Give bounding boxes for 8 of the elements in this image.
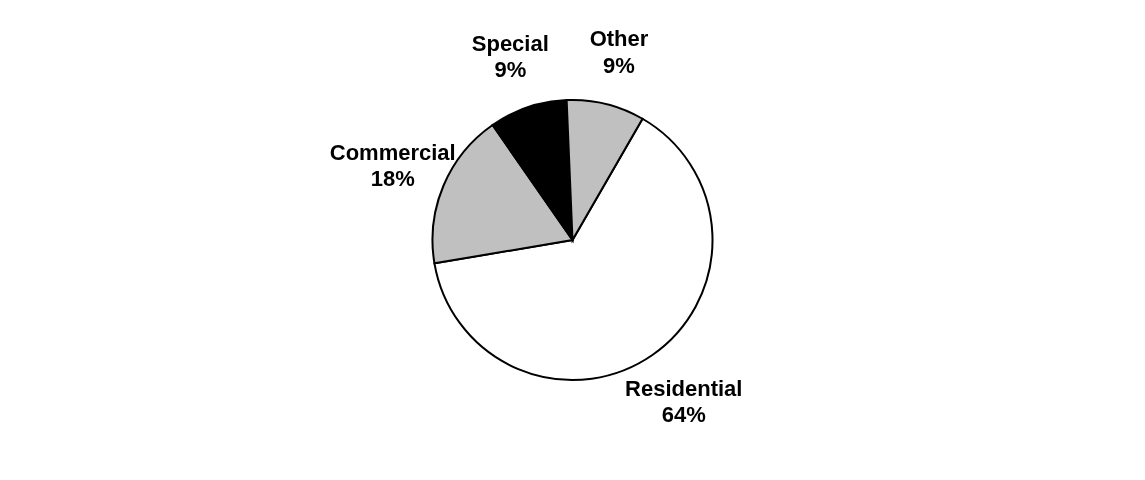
slice-label: Special	[471, 30, 549, 56]
data-label: 64%	[661, 402, 706, 428]
data-label: 9%	[603, 52, 635, 78]
data-label: 9%	[494, 57, 527, 83]
slice-label: Residential	[625, 375, 743, 401]
slice-label: Other	[589, 26, 649, 52]
slice-label: Commercial	[329, 140, 456, 166]
data-label: 18%	[370, 166, 415, 192]
